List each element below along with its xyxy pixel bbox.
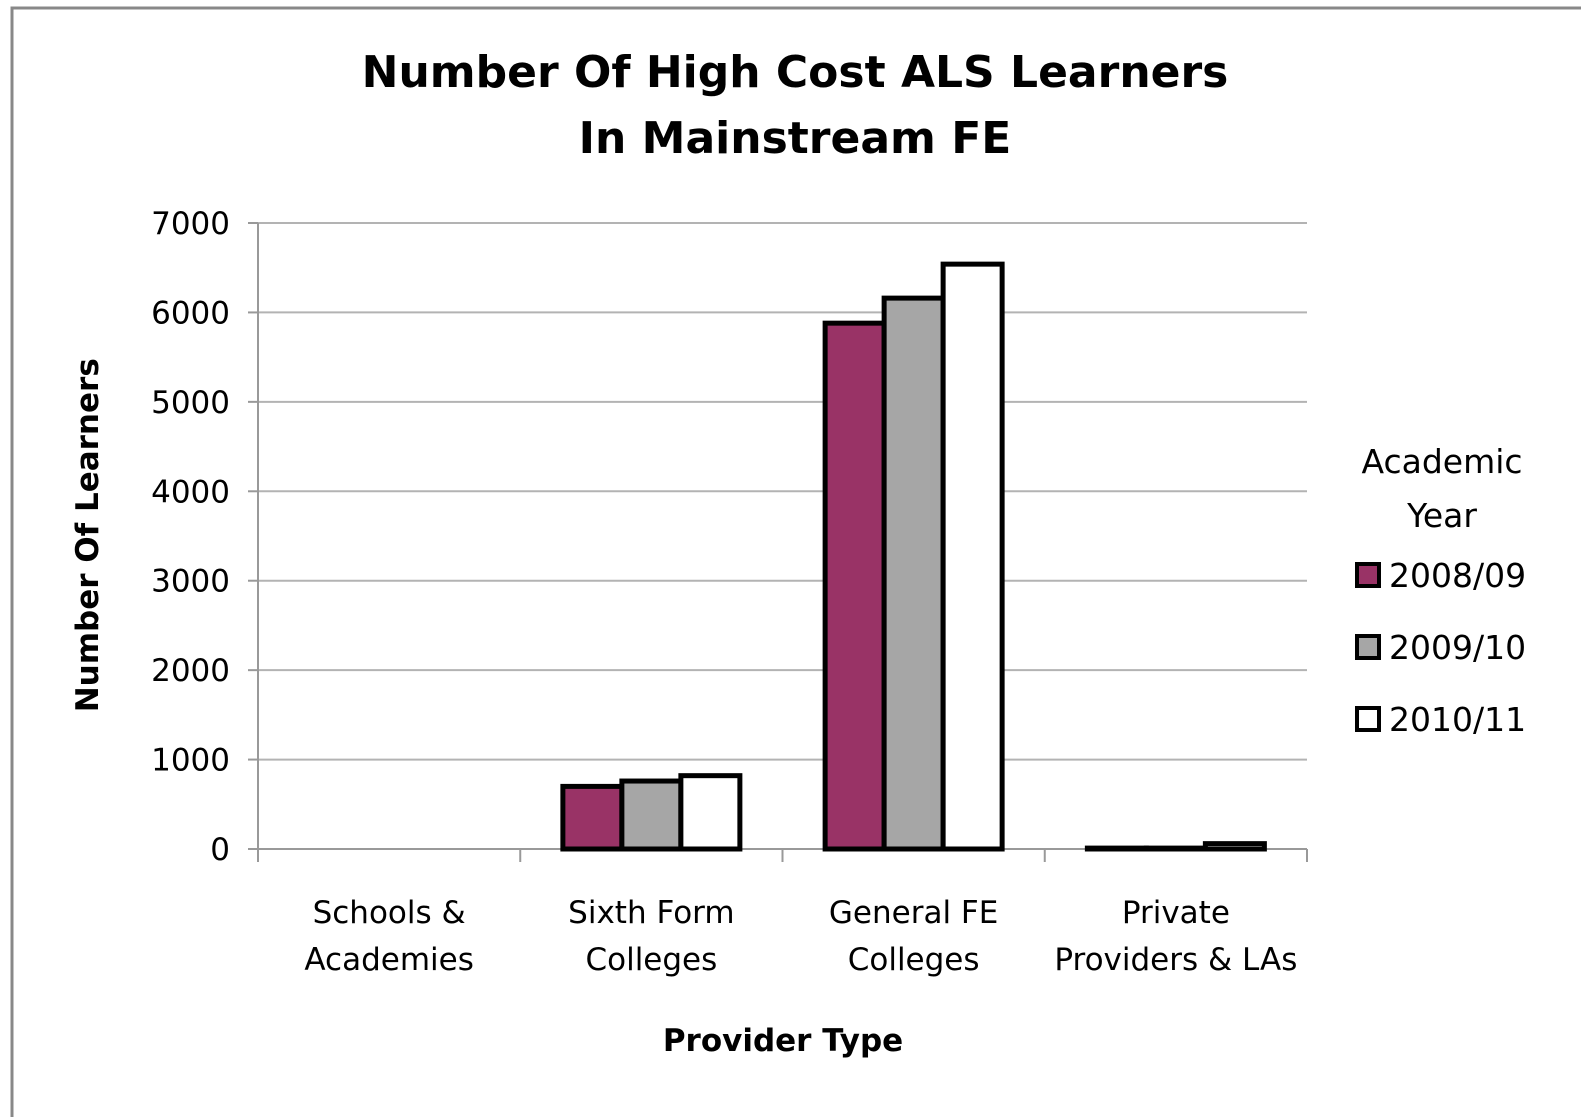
x-tick-label: General FE Colleges	[828, 895, 999, 978]
bar	[678, 773, 743, 852]
y-tick-label: 1000	[151, 743, 230, 779]
y-tick-label: 2000	[151, 653, 230, 689]
legend-label: 2008/09	[1389, 556, 1526, 595]
legend-swatch	[1355, 634, 1381, 660]
legend-title: Academic Year	[1361, 442, 1523, 535]
chart-title: Number Of High Cost ALS Learners In Main…	[361, 47, 1229, 164]
x-tick-label: Sixth Form Colleges	[568, 895, 735, 978]
legend-label: 2009/10	[1389, 628, 1526, 667]
chart-frame	[10, 6, 1581, 1117]
y-tick-label: 6000	[151, 295, 230, 331]
bar	[1143, 845, 1208, 852]
bar	[1084, 845, 1149, 852]
y-tick-label: 4000	[151, 474, 230, 510]
bar	[822, 320, 887, 852]
y-tick-label: 7000	[151, 206, 230, 242]
x-tick-label: Private Providers & LAs	[1054, 895, 1298, 978]
y-tick-label: 5000	[151, 385, 230, 421]
x-axis-title: Provider Type	[662, 1023, 904, 1059]
y-tick-label: 3000	[151, 564, 230, 600]
bar	[881, 295, 946, 852]
bar	[1202, 841, 1267, 852]
bar	[619, 778, 684, 852]
x-tick-label: Schools & Academies	[304, 895, 474, 978]
y-axis-title: Number Of Learners	[69, 358, 106, 713]
bar	[560, 783, 625, 852]
legend-label: 2010/11	[1389, 700, 1526, 739]
legend-swatch	[1355, 562, 1381, 588]
bar	[940, 261, 1005, 852]
y-tick-label: 0	[210, 832, 230, 868]
legend-swatch	[1355, 706, 1381, 732]
